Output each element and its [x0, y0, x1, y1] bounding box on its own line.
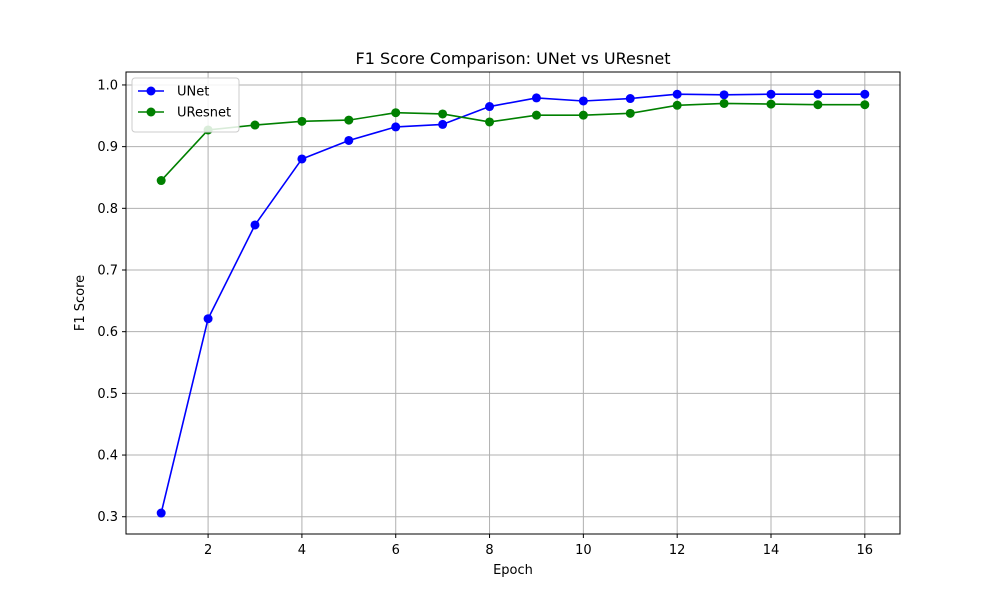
- data-point-uresnet: [813, 100, 823, 110]
- y-tick-label: 0.9: [97, 140, 118, 155]
- data-point-unet: [813, 89, 823, 99]
- data-point-uresnet: [156, 176, 166, 186]
- x-tick-label: 8: [485, 543, 493, 558]
- data-point-uresnet: [485, 117, 495, 127]
- y-tick-label: 0.8: [97, 202, 118, 217]
- data-point-uresnet: [719, 98, 729, 108]
- legend-marker-unet: [146, 86, 156, 96]
- x-tick-label: 16: [857, 543, 874, 558]
- data-point-uresnet: [250, 120, 260, 130]
- data-point-uresnet: [438, 109, 448, 119]
- data-point-uresnet: [297, 116, 307, 126]
- legend-label-uresnet: UResnet: [177, 106, 231, 121]
- legend-label-unet: UNet: [177, 85, 209, 100]
- data-point-unet: [344, 135, 354, 145]
- data-point-unet: [156, 508, 166, 518]
- data-point-unet: [391, 122, 401, 132]
- legend-marker-uresnet: [146, 107, 156, 117]
- series-line-uresnet: [160, 102, 865, 182]
- x-axis-label: Epoch: [493, 563, 533, 578]
- data-point-uresnet: [860, 100, 870, 110]
- y-tick-label: 0.4: [97, 449, 118, 464]
- grid: [126, 72, 900, 534]
- x-tick-label: 4: [298, 543, 306, 558]
- data-point-uresnet: [531, 110, 541, 120]
- series-line-unet: [160, 93, 865, 514]
- y-axis-label: F1 Score: [73, 275, 88, 331]
- legend-item-uresnet: UResnet: [138, 106, 231, 121]
- y-tick-label: 0.7: [97, 264, 118, 279]
- data-point-uresnet: [578, 110, 588, 120]
- data-point-unet: [578, 96, 588, 106]
- data-point-uresnet: [391, 108, 401, 118]
- data-point-unet: [531, 93, 541, 103]
- y-tick-label: 0.3: [97, 510, 118, 525]
- x-tick-label: 10: [575, 543, 592, 558]
- data-point-unet: [719, 90, 729, 100]
- data-point-uresnet: [766, 99, 776, 109]
- data-point-uresnet: [672, 100, 682, 110]
- data-point-uresnet: [625, 108, 635, 118]
- x-tick-label: 6: [392, 543, 400, 558]
- x-tick-label: 2: [204, 543, 212, 558]
- legend: UNet UResnet: [131, 77, 240, 133]
- data-point-unet: [438, 119, 448, 129]
- series-unet: [156, 89, 870, 518]
- data-point-uresnet: [344, 115, 354, 125]
- data-point-unet: [860, 89, 870, 99]
- data-point-unet: [766, 89, 776, 99]
- y-tick-label: 0.5: [97, 387, 118, 402]
- y-tick-label: 0.6: [97, 325, 118, 340]
- data-point-unet: [250, 220, 260, 230]
- axis-ticks: 2 4 6 8 10 12 14 16 0.3 0.4 0.5 0.6 0.7 0.8 0.9 1.0: [97, 78, 873, 558]
- data-point-unet: [297, 154, 307, 164]
- data-point-unet: [485, 102, 495, 112]
- plot-area-frame: [125, 71, 901, 535]
- x-tick-label: 12: [669, 543, 686, 558]
- legend-item-unet: UNet: [138, 85, 209, 100]
- chart-title: F1 Score Comparison: UNet vs UResnet: [356, 49, 671, 68]
- data-point-unet: [203, 314, 213, 324]
- data-point-unet: [625, 94, 635, 104]
- y-tick-label: 1.0: [97, 78, 118, 93]
- data-point-unet: [672, 89, 682, 99]
- x-tick-label: 14: [763, 543, 780, 558]
